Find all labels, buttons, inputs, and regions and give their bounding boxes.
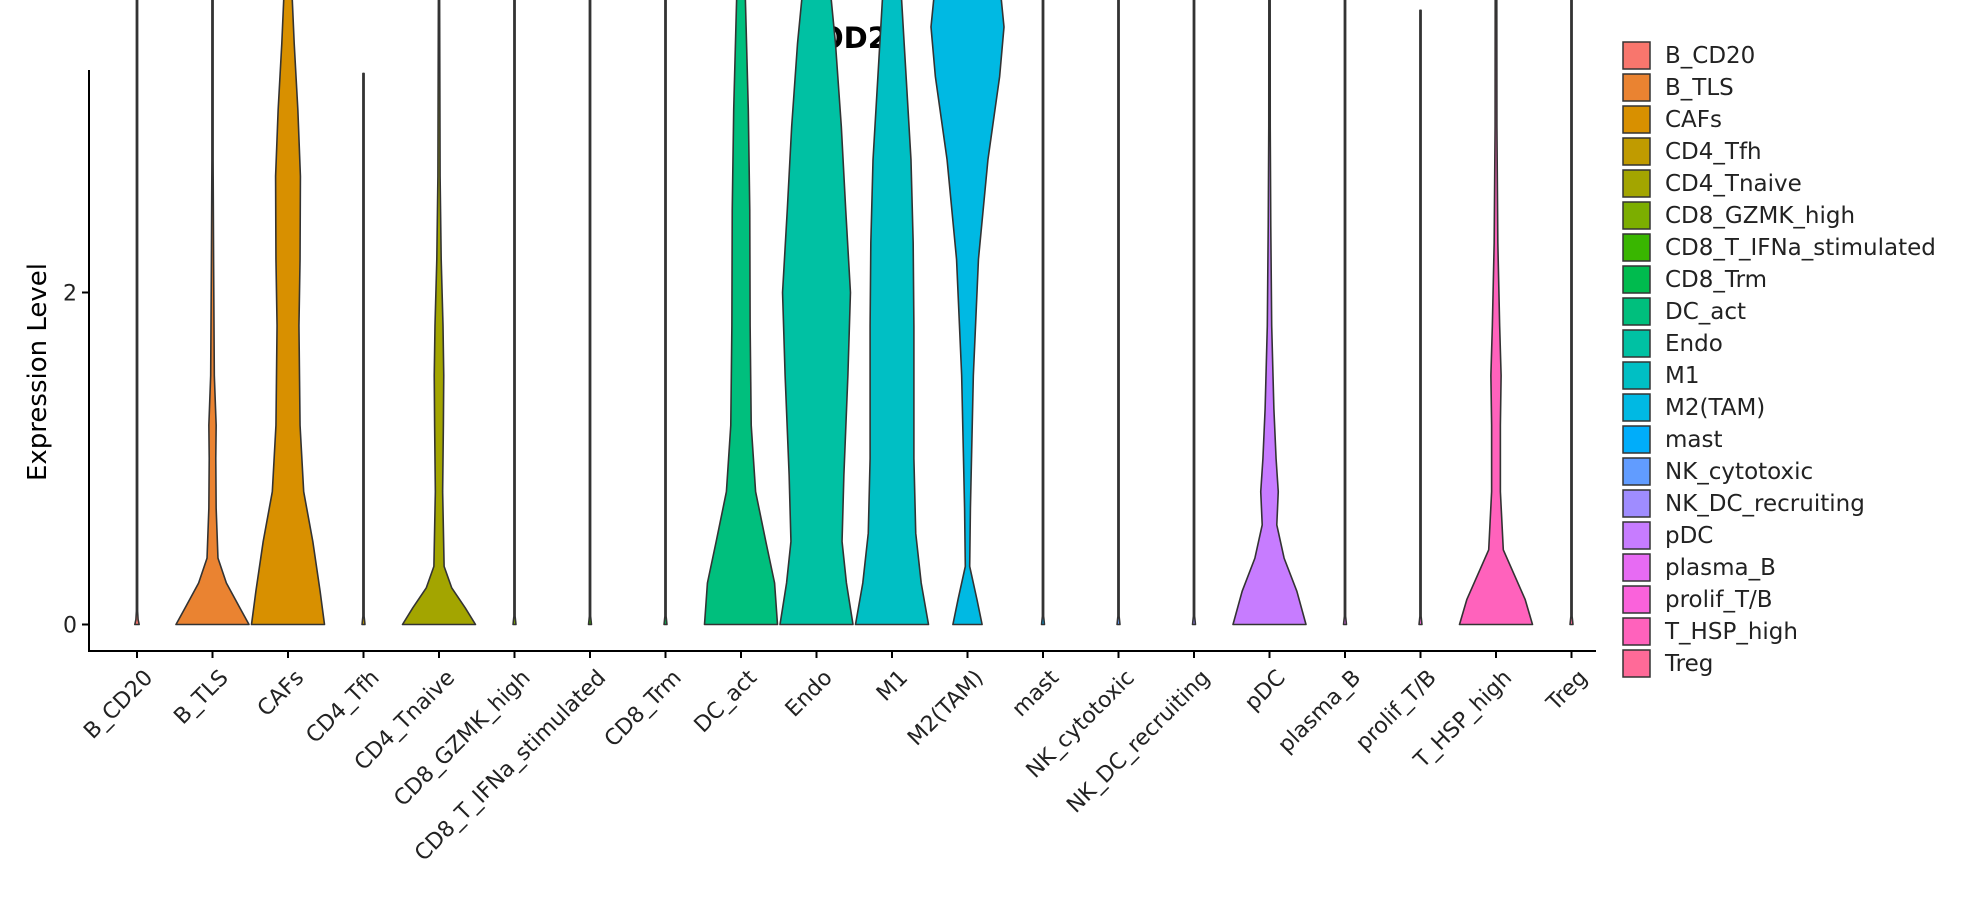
legend-label-b-tls: B_TLS [1665, 75, 1734, 101]
x-tick-label-cafs: CAFs [253, 665, 309, 721]
legend-label-plasma-b: plasma_B [1665, 555, 1776, 581]
violin-cd8-gzmk-high [512, 0, 517, 626]
legend-swatch-treg [1622, 649, 1651, 678]
x-tick-label-cd8-gzmk-high: CD8_GZMK_high [389, 665, 535, 811]
legend-swatch-pdc [1622, 521, 1651, 550]
x-tick-label-pdc: pDC [1240, 665, 1290, 715]
legend-label-prolif-t-b: prolif_T/B [1665, 587, 1773, 613]
y-axis-title: Expression Level [23, 263, 53, 481]
x-tick-label-mast: mast [1008, 665, 1065, 722]
legend-label-nk-dc-recruiting: NK_DC_recruiting [1665, 491, 1865, 517]
violin-b-tls [175, 0, 250, 626]
legend-swatch-t-hsp-high [1622, 617, 1651, 646]
violin-endo [779, 0, 854, 626]
x-tick-label-nk-dc-recruiting: NK_DC_recruiting [1062, 665, 1215, 818]
violin-nk-cytotoxic [1116, 0, 1121, 626]
x-tick-label-m1: M1 [872, 665, 913, 706]
x-tick-label-treg: Treg [1542, 665, 1593, 716]
legend-label-t-hsp-high: T_HSP_high [1664, 619, 1798, 645]
legend-label-b-cd20: B_CD20 [1665, 43, 1755, 69]
violin-prolif-t-b [1418, 9, 1423, 626]
legend-swatch-prolif-t-b [1622, 585, 1651, 614]
legend-swatch-nk-cytotoxic [1622, 457, 1651, 486]
violin-cd8-trm [663, 0, 668, 626]
plot-area [134, 0, 1574, 626]
legend-swatch-mast [1622, 425, 1651, 454]
legend-label-cd8-gzmk-high: CD8_GZMK_high [1665, 203, 1855, 229]
x-tick-label-plasma-b: plasma_B [1273, 665, 1366, 758]
violin-cd4-tnaive [401, 0, 477, 626]
violin-mast [1040, 0, 1046, 626]
legend-label-m1: M1 [1665, 363, 1699, 389]
legend-swatch-b-cd20 [1622, 41, 1651, 70]
violin-dc-act [703, 0, 779, 626]
x-tick-label-m2-tam: M2(TAM) [903, 665, 988, 750]
legend-swatch-cd4-tnaive [1622, 169, 1651, 198]
legend-label-cd8-t-ifna-stimulated: CD8_T_IFNa_stimulated [1665, 235, 1936, 261]
legend-label-dc-act: DC_act [1665, 299, 1746, 325]
y-tick-label: 0 [63, 614, 77, 639]
legend-swatch-m1 [1622, 361, 1651, 390]
violin-t-hsp-high [1458, 0, 1534, 626]
legend-label-nk-cytotoxic: NK_cytotoxic [1665, 459, 1813, 485]
x-tick-label-endo: Endo [781, 665, 838, 722]
legend-swatch-endo [1622, 329, 1651, 358]
legend-label-endo: Endo [1665, 331, 1723, 357]
violin-m1 [854, 0, 930, 626]
violin-cafs [250, 0, 326, 626]
x-tick-label-b-tls: B_TLS [169, 665, 233, 729]
legend-label-mast: mast [1665, 427, 1723, 453]
legend-label-treg: Treg [1664, 651, 1713, 677]
y-tick-label: 2 [63, 282, 77, 307]
legend-swatch-plasma-b [1622, 553, 1651, 582]
violin-b-cd20 [134, 0, 140, 626]
legend-swatch-cafs [1622, 105, 1651, 134]
legend: B_CD20 B_TLS CAFs CD4_Tfh CD4_Tnaive CD8_GZMK… [1622, 41, 1936, 678]
legend-swatch-cd4-tfh [1622, 137, 1651, 166]
legend-swatch-m2-tam [1622, 393, 1651, 422]
violin-nk-dc-recruiting [1191, 0, 1197, 626]
legend-swatch-cd8-gzmk-high [1622, 201, 1651, 230]
x-tick-label-b-cd20: B_CD20 [79, 665, 158, 744]
x-tick-label-dc-act: DC_act [690, 665, 763, 738]
y-axis-ticks: 0246 [63, 282, 89, 639]
x-tick-label-cd8-trm: CD8_Trm [600, 665, 687, 752]
legend-swatch-dc-act [1622, 297, 1651, 326]
violin-treg [1569, 0, 1574, 626]
x-axis-ticks: B_CD20 B_TLS CAFsCD4_TfhCD4_TnaiveCD8_GZMK… [79, 651, 1593, 866]
violin-m2-tam [930, 0, 1005, 626]
legend-label-m2-tam: M2(TAM) [1665, 395, 1765, 421]
legend-label-pdc: pDC [1665, 523, 1713, 549]
violin-cd4-tfh [361, 72, 366, 626]
legend-swatch-b-tls [1622, 73, 1651, 102]
legend-label-cd8-trm: CD8_Trm [1665, 267, 1767, 293]
legend-swatch-cd8-t-ifna-stimulated [1622, 233, 1651, 262]
legend-label-cd4-tnaive: CD4_Tnaive [1665, 171, 1802, 197]
violin-cd8-t-ifna-stimulated [587, 0, 593, 626]
legend-label-cafs: CAFs [1665, 107, 1722, 133]
legend-label-cd4-tfh: CD4_Tfh [1665, 139, 1762, 165]
legend-swatch-cd8-trm [1622, 265, 1651, 294]
violin-pdc [1232, 0, 1307, 626]
violin-plasma-b [1342, 0, 1348, 626]
legend-swatch-nk-dc-recruiting [1622, 489, 1651, 518]
